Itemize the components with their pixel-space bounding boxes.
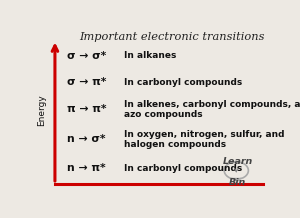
- Text: In oxygen, nitrogen, sulfur, and
halogen compounds: In oxygen, nitrogen, sulfur, and halogen…: [124, 130, 284, 149]
- Text: π → π*: π → π*: [67, 104, 106, 114]
- Text: Important electronic transitions: Important electronic transitions: [80, 32, 265, 42]
- Text: n → σ*: n → σ*: [67, 135, 106, 145]
- Text: Bin: Bin: [229, 178, 246, 187]
- Text: n → π*: n → π*: [67, 163, 106, 173]
- Text: In alkanes: In alkanes: [124, 51, 176, 60]
- Text: σ → π*: σ → π*: [67, 77, 106, 87]
- Text: In alkenes, carbonyl compounds, alkynes,
azo compounds: In alkenes, carbonyl compounds, alkynes,…: [124, 100, 300, 119]
- Text: Energy: Energy: [37, 94, 46, 126]
- Text: σ → σ*: σ → σ*: [67, 51, 106, 61]
- Text: In carbonyl compounds: In carbonyl compounds: [124, 164, 242, 172]
- Text: In carbonyl compounds: In carbonyl compounds: [124, 78, 242, 87]
- Text: Learn: Learn: [222, 157, 253, 166]
